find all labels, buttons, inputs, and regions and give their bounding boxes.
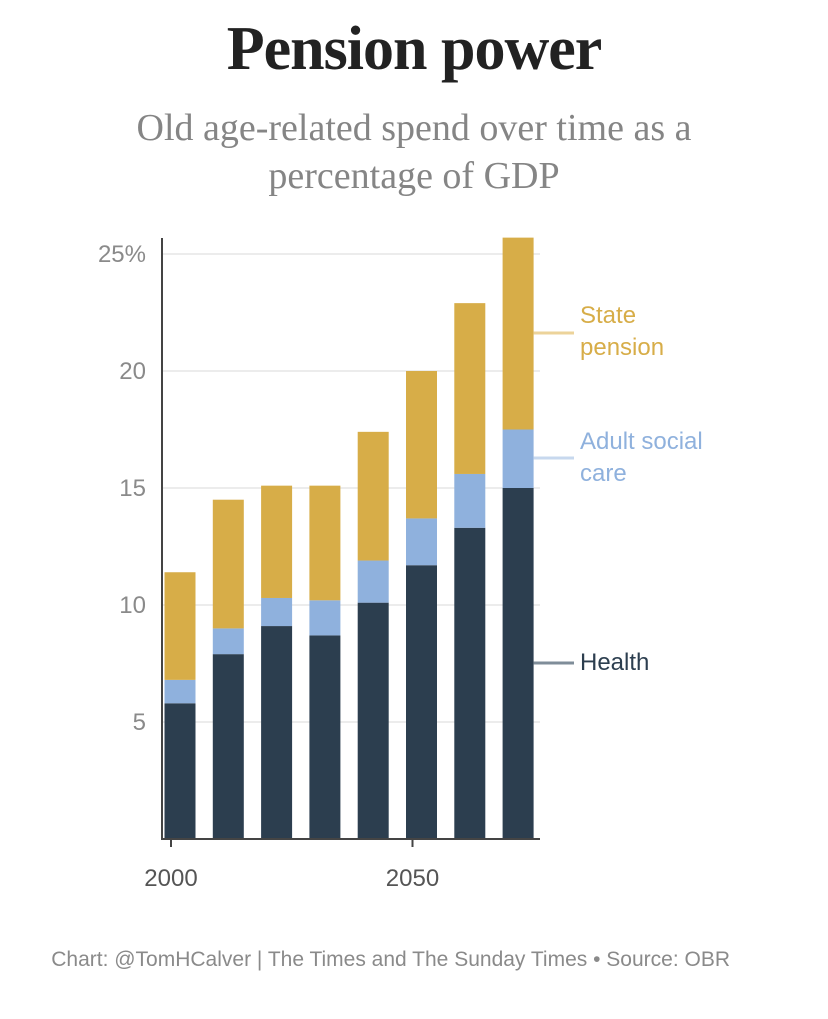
series-label-adult_social_care: Adult social care bbox=[580, 428, 703, 487]
bar-state_pension-2040 bbox=[357, 431, 389, 561]
source-credit: Chart: @TomHCalver | The Times and The S… bbox=[51, 948, 730, 971]
bar-health-2050 bbox=[406, 565, 437, 839]
y-tick-label-20: 20 bbox=[119, 358, 146, 385]
bar-state_pension-2020 bbox=[261, 485, 293, 598]
bar-health-2000 bbox=[164, 703, 196, 839]
bar-adult_social_care-2020 bbox=[261, 597, 293, 627]
bar-health-2070 bbox=[502, 488, 534, 839]
bar-adult_social_care-2030 bbox=[309, 600, 341, 636]
y-tick-label-5: 5 bbox=[133, 709, 146, 736]
y-tick-label-15: 15 bbox=[119, 475, 146, 502]
bar-health-2040 bbox=[357, 602, 389, 839]
bar-state_pension-2030 bbox=[309, 485, 341, 601]
bar-health-2060 bbox=[454, 527, 486, 839]
bar-adult_social_care-2000 bbox=[164, 679, 196, 704]
series-label-state_pension: State pension bbox=[580, 302, 664, 361]
bar-health-2030 bbox=[309, 635, 341, 839]
bar-state_pension-2000 bbox=[164, 572, 196, 680]
bar-state_pension-2010 bbox=[212, 499, 244, 629]
bar-state_pension-2060 bbox=[454, 303, 486, 474]
chart-title: Pension power bbox=[226, 15, 603, 83]
y-tick-label-25: 25% bbox=[98, 241, 146, 268]
x-tick-label-2050: 2050 bbox=[386, 865, 439, 892]
bar-adult_social_care-2070 bbox=[502, 429, 534, 488]
bar-adult_social_care-2050 bbox=[406, 518, 437, 566]
x-tick-label-2000: 2000 bbox=[144, 865, 197, 892]
bar-adult_social_care-2060 bbox=[454, 473, 486, 528]
bar-adult_social_care-2010 bbox=[212, 628, 244, 655]
bar-state_pension-2050 bbox=[406, 371, 437, 519]
y-tick-label-10: 10 bbox=[119, 592, 146, 619]
bar-state_pension-2070 bbox=[502, 237, 534, 430]
chart-subtitle: Old age-related spend over time as a per… bbox=[136, 107, 692, 197]
bar-health-2010 bbox=[212, 654, 244, 839]
series-label-health: Health bbox=[580, 649, 649, 676]
bar-adult_social_care-2040 bbox=[357, 560, 389, 603]
bar-health-2020 bbox=[261, 626, 293, 839]
